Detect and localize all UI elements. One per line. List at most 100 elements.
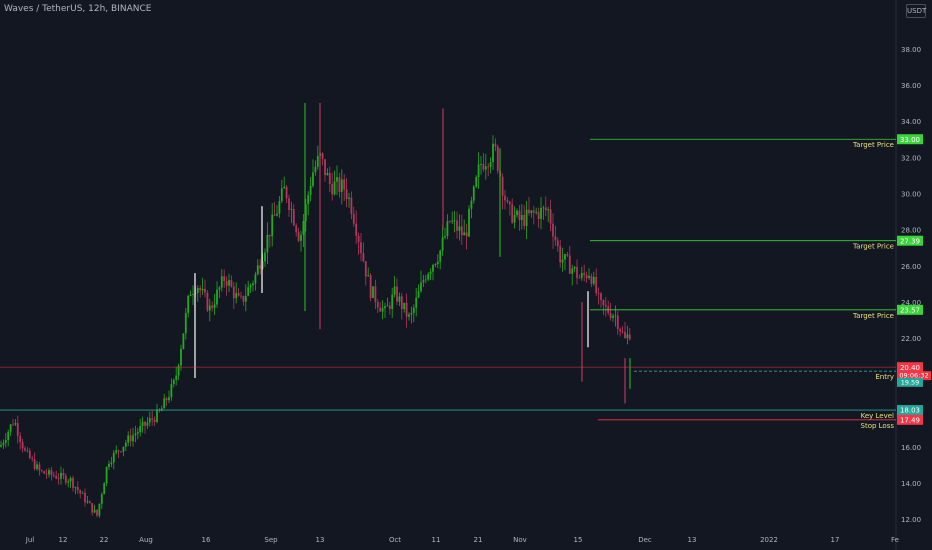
candle-body bbox=[254, 274, 257, 284]
candle-body bbox=[588, 275, 590, 279]
candle-body bbox=[355, 223, 358, 236]
x-tick-label: 16 bbox=[202, 536, 211, 544]
level-price-tag bbox=[897, 362, 923, 373]
candle-body bbox=[72, 478, 74, 488]
candle-body bbox=[81, 492, 84, 494]
x-tick-label: Dec bbox=[638, 536, 652, 544]
candle-body bbox=[475, 177, 478, 187]
candle-body bbox=[446, 221, 449, 236]
level-price-text: 27.39 bbox=[900, 237, 920, 245]
candle-body bbox=[280, 188, 283, 202]
candle-body bbox=[112, 452, 115, 463]
candle-body bbox=[74, 487, 77, 488]
secondary-price-tag bbox=[897, 377, 923, 387]
candle-body bbox=[614, 315, 617, 317]
candle-body bbox=[55, 475, 58, 479]
candle-body bbox=[38, 464, 41, 471]
candle-body bbox=[501, 176, 504, 196]
candle-body bbox=[535, 211, 538, 213]
candle-body bbox=[609, 312, 612, 319]
candle-body bbox=[321, 153, 324, 160]
y-tick-label: 38.00 bbox=[901, 46, 921, 54]
currency-button[interactable]: USDT bbox=[906, 4, 926, 18]
candle-body bbox=[578, 277, 581, 279]
candle-body bbox=[259, 265, 262, 269]
candle-body bbox=[103, 483, 106, 495]
candle-body bbox=[549, 209, 552, 224]
candle-body bbox=[208, 305, 211, 311]
candle-body bbox=[288, 198, 290, 210]
candle-body bbox=[444, 235, 446, 238]
candle-body bbox=[470, 200, 473, 209]
y-tick-label: 28.00 bbox=[901, 227, 921, 235]
candle-body bbox=[537, 211, 540, 220]
candle-body bbox=[468, 208, 470, 237]
candle-body bbox=[240, 295, 242, 297]
candle-body bbox=[129, 435, 132, 442]
candle-body bbox=[57, 478, 60, 480]
candle-body bbox=[307, 194, 310, 205]
x-tick-label: Fe bbox=[891, 536, 899, 544]
candle-body bbox=[120, 451, 122, 453]
candle-body bbox=[576, 267, 578, 278]
candle-body bbox=[540, 207, 542, 220]
y-tick-label: 34.00 bbox=[901, 118, 921, 126]
candle-body bbox=[93, 509, 96, 513]
candle-body bbox=[276, 213, 278, 216]
candle-body bbox=[40, 470, 43, 472]
candle-body bbox=[451, 220, 454, 222]
candle-body bbox=[420, 282, 422, 292]
candle-body bbox=[218, 287, 221, 290]
candle-body bbox=[427, 274, 430, 280]
candle-body bbox=[60, 472, 62, 479]
candle-body bbox=[244, 295, 247, 302]
candle-body bbox=[223, 276, 226, 282]
candle-body bbox=[590, 275, 593, 284]
candle-body bbox=[381, 308, 384, 312]
candle-body bbox=[506, 200, 509, 202]
candle-body bbox=[403, 302, 406, 310]
candle-body bbox=[432, 265, 434, 272]
candle-body bbox=[84, 492, 86, 503]
candle-body bbox=[242, 296, 245, 302]
candle-body bbox=[31, 458, 34, 460]
candle-body bbox=[564, 254, 566, 260]
candle-body bbox=[628, 334, 631, 340]
y-tick-label: 12.00 bbox=[901, 516, 921, 524]
candle-body bbox=[62, 472, 65, 476]
candle-body bbox=[405, 302, 408, 317]
candle-body bbox=[388, 305, 391, 309]
candle-body bbox=[331, 183, 334, 195]
candle-body bbox=[616, 315, 619, 329]
candle-body bbox=[196, 287, 199, 294]
candle-body bbox=[408, 314, 410, 317]
level-price-tag bbox=[897, 235, 923, 246]
candle-body bbox=[398, 296, 401, 302]
y-tick-label: 36.00 bbox=[901, 82, 921, 90]
candle-body bbox=[345, 189, 348, 199]
candle-body bbox=[626, 334, 629, 339]
candle-body bbox=[9, 424, 12, 432]
y-tick-label: 26.00 bbox=[901, 263, 921, 271]
x-tick-label: 2022 bbox=[760, 536, 778, 544]
level-label: Target Price bbox=[852, 141, 894, 149]
candle-body bbox=[292, 209, 295, 226]
candle-body bbox=[170, 384, 173, 398]
candle-body bbox=[585, 274, 588, 279]
level-price-tag bbox=[897, 405, 923, 416]
candle-body bbox=[115, 450, 118, 453]
candle-body bbox=[372, 286, 374, 298]
candle-body bbox=[175, 375, 178, 381]
candle-body bbox=[364, 261, 367, 277]
candle-body bbox=[482, 164, 485, 170]
candle-body bbox=[436, 261, 439, 265]
candle-body bbox=[189, 294, 192, 296]
level-price-text: 33.00 bbox=[900, 136, 920, 144]
candle-body bbox=[367, 275, 370, 277]
x-tick-label: 21 bbox=[474, 536, 483, 544]
candle-body bbox=[458, 226, 461, 231]
candle-body bbox=[300, 234, 302, 241]
candle-body bbox=[583, 272, 586, 275]
candle-body bbox=[24, 448, 26, 451]
